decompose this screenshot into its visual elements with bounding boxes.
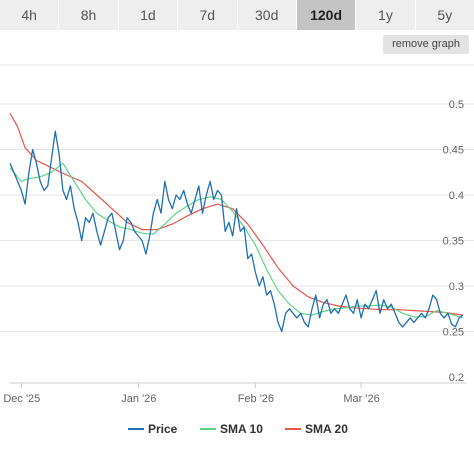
x-tick-label: Feb '26 bbox=[238, 393, 274, 405]
y-axis: 0.2 0.25 0.3 0.35 0.4 0.45 0.5 bbox=[443, 99, 464, 384]
tab-5y[interactable]: 5y bbox=[415, 0, 474, 30]
tab-1d[interactable]: 1d bbox=[118, 0, 179, 30]
x-tick-label: Mar '26 bbox=[343, 393, 379, 405]
timeframe-tabs: 4h 8h 1d 7d 30d 120d 1y 5y bbox=[0, 0, 474, 30]
series-line-sma-10 bbox=[9, 162, 464, 319]
x-tick-label: Jan '26 bbox=[121, 393, 156, 405]
series-line-price bbox=[9, 130, 464, 333]
legend-label[interactable]: SMA 20 bbox=[305, 422, 348, 436]
remove-graph-button[interactable]: remove graph bbox=[383, 35, 469, 54]
tab-4h[interactable]: 4h bbox=[0, 0, 60, 30]
tab-8h[interactable]: 8h bbox=[59, 0, 119, 30]
series-line-sma-20 bbox=[9, 112, 464, 316]
legend-label[interactable]: Price bbox=[148, 422, 178, 436]
y-tick-label: 0.4 bbox=[449, 190, 464, 202]
tab-30d[interactable]: 30d bbox=[237, 0, 297, 30]
y-tick-label: 0.2 bbox=[449, 372, 464, 384]
tab-120d[interactable]: 120d bbox=[296, 0, 357, 30]
x-tick-label: Dec '25 bbox=[3, 393, 40, 405]
series-lines bbox=[9, 112, 464, 333]
y-tick-label: 0.25 bbox=[443, 327, 464, 339]
gridlines bbox=[0, 64, 474, 332]
y-tick-label: 0.35 bbox=[443, 236, 464, 248]
tab-1y[interactable]: 1y bbox=[356, 0, 416, 30]
y-tick-label: 0.45 bbox=[443, 145, 464, 157]
x-axis: Dec '25 Jan '26 Feb '26 Mar '26 bbox=[3, 382, 466, 405]
legend-label[interactable]: SMA 10 bbox=[220, 422, 263, 436]
tab-7d[interactable]: 7d bbox=[178, 0, 238, 30]
legend: Price SMA 10 SMA 20 bbox=[128, 422, 348, 436]
y-tick-label: 0.5 bbox=[449, 99, 464, 111]
y-tick-label: 0.3 bbox=[449, 281, 464, 293]
